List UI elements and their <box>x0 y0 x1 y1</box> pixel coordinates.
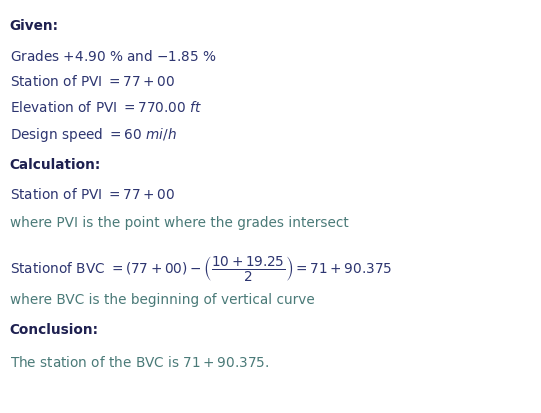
Text: Design speed $= 60\ \mathit{mi/h}$: Design speed $= 60\ \mathit{mi/h}$ <box>10 126 176 144</box>
Text: Given:: Given: <box>10 19 59 33</box>
Text: The station of the BVC is $71 + 90.375$.: The station of the BVC is $71 + 90.375$. <box>10 355 269 370</box>
Text: Stationof BVC $= (77 + 00) - \left(\dfrac{10+19.25}{2}\right) = 71 + 90.375$: Stationof BVC $= (77 + 00) - \left(\dfra… <box>10 254 392 283</box>
Text: Station of PVI $= 77 + 00$: Station of PVI $= 77 + 00$ <box>10 187 175 202</box>
Text: where PVI is the point where the grades intersect: where PVI is the point where the grades … <box>10 216 348 230</box>
Text: Station of PVI $= 77 + 00$: Station of PVI $= 77 + 00$ <box>10 74 175 89</box>
Text: Elevation of PVI $= 770.00\ \mathit{ft}$: Elevation of PVI $= 770.00\ \mathit{ft}$ <box>10 100 202 115</box>
Text: where BVC is the beginning of vertical curve: where BVC is the beginning of vertical c… <box>10 293 314 307</box>
Text: Conclusion:: Conclusion: <box>10 323 99 337</box>
Text: Grades $+4.90\ \%$ and $-1.85\ \%$: Grades $+4.90\ \%$ and $-1.85\ \%$ <box>10 49 216 64</box>
Text: Calculation:: Calculation: <box>10 158 101 172</box>
